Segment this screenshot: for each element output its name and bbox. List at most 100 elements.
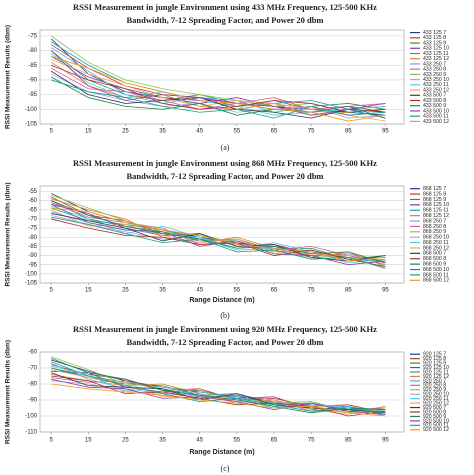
x-tick-label: 65 [271, 438, 278, 444]
caption: (b) [220, 311, 230, 320]
y-tick-label: -90 [28, 78, 37, 84]
series-line [50, 358, 386, 414]
y-tick-label: -70 [28, 366, 37, 372]
series-line [50, 76, 386, 119]
series-line [51, 359, 386, 410]
y-tick-label: -80 [28, 48, 37, 54]
chart-title: RSSI Measurement in jungle Environment u… [73, 158, 377, 168]
legend-label: 920 500 10 [423, 418, 449, 424]
legend-label: 433 500 7 [423, 93, 446, 99]
y-tick-label: -55 [28, 189, 37, 195]
legend-label: 433 500 8 [423, 98, 446, 104]
legend-label: 920 250 7 [423, 378, 446, 384]
x-tick-label: 45 [196, 129, 203, 135]
legend-label: 920 500 7 [423, 405, 446, 411]
series-line [51, 378, 386, 415]
x-axis-label: Range Distance (m) [189, 449, 254, 456]
legend-label: 920 250 9 [423, 387, 446, 393]
x-tick-label: 45 [196, 288, 203, 294]
y-tick-label: -70 [28, 217, 37, 223]
x-tick-label: 75 [308, 129, 315, 135]
legend-label: 920 500 8 [423, 409, 446, 415]
y-tick-label: -95 [28, 262, 37, 268]
chart-title: Bandwidth, 7-12 Spreading Factor, and Po… [126, 15, 323, 25]
legend-label: 920 125 7 [423, 352, 446, 358]
x-tick-label: 15 [85, 288, 92, 294]
x-tick-label: 35 [159, 438, 166, 444]
legend-label: 868 125 8 [423, 191, 446, 197]
y-tick-label: -80 [28, 235, 37, 241]
y-tick-label: -60 [28, 350, 37, 356]
series-line [50, 200, 386, 260]
legend-label: 433 500 10 [423, 108, 449, 114]
y-tick-label: -80 [28, 382, 37, 388]
legend-label: 868 125 11 [423, 208, 449, 214]
legend-label: 920 125 8 [423, 356, 446, 362]
legend-label: 920 125 11 [423, 369, 449, 375]
x-tick-label: 55 [234, 129, 241, 135]
y-tick-label: -60 [28, 198, 37, 204]
plot-frame [39, 29, 405, 125]
x-tick-label: 45 [196, 438, 203, 444]
legend-label: 868 500 9 [423, 262, 446, 268]
series-line [50, 64, 386, 113]
legend-label: 433 250 11 [423, 82, 449, 88]
legend-label: 433 250 9 [423, 72, 446, 78]
legend-label: 433 500 12 [423, 119, 449, 125]
x-tick-label: 25 [122, 438, 129, 444]
y-tick-label: -75 [28, 226, 37, 232]
legend-label: 433 250 8 [423, 67, 446, 73]
legend-label: 868 500 8 [423, 256, 446, 262]
legend-label: 868 500 7 [423, 251, 446, 257]
legend-label: 433 125 8 [423, 35, 446, 41]
legend-label: 868 125 10 [423, 202, 449, 208]
legend-label: 433 250 10 [423, 77, 449, 83]
caption: (c) [221, 464, 230, 473]
y-tick-label: -90 [28, 253, 37, 259]
series-line [51, 56, 386, 122]
y-tick-label: -85 [28, 63, 37, 69]
legend-label: 433 125 11 [423, 51, 449, 57]
x-tick-label: 95 [382, 129, 389, 135]
legend-label: 920 500 9 [423, 414, 446, 420]
legend-label: 920 125 10 [423, 365, 449, 371]
series-line [51, 366, 386, 412]
x-tick-label: 95 [382, 438, 389, 444]
plot-frame [39, 185, 405, 284]
x-tick-label: 15 [85, 438, 92, 444]
legend-label: 433 125 9 [423, 40, 446, 46]
x-tick-label: 85 [345, 129, 352, 135]
legend-label: 920 125 12 [423, 374, 449, 380]
y-tick-label: -90 [28, 398, 37, 404]
legend-label: 920 250 10 [423, 392, 449, 398]
series-line [51, 216, 386, 269]
series-line [51, 207, 386, 262]
series-line [51, 372, 386, 414]
legend-label: 868 500 10 [423, 267, 449, 273]
x-tick-label: 35 [159, 129, 166, 135]
legend-label: 920 250 8 [423, 383, 446, 389]
legend-label: 868 250 8 [423, 224, 446, 230]
x-tick-label: 85 [345, 288, 352, 294]
y-axis-label: RSSI Measurement Results (dbm) [5, 340, 12, 444]
series-line [51, 356, 386, 414]
series-line [51, 369, 386, 415]
legend-label: 868 500 12 [423, 278, 449, 284]
legend-label: 433 125 12 [423, 56, 449, 62]
x-tick-label: 55 [234, 438, 241, 444]
x-tick-label: 75 [308, 438, 315, 444]
x-tick-label: 85 [345, 438, 352, 444]
series-line [51, 370, 386, 415]
series-line [50, 50, 386, 116]
legend-label: 920 500 12 [423, 427, 449, 433]
legend-label: 920 500 11 [423, 423, 449, 429]
x-tick-label: 35 [159, 288, 166, 294]
x-tick-label: 5 [49, 438, 53, 444]
legend-label: 868 250 10 [423, 235, 449, 241]
chart-title: Bandwidth, 7-12 Spreading Factor, and Po… [126, 171, 323, 181]
legend-label: 868 250 9 [423, 229, 446, 235]
series-line [51, 79, 386, 119]
legend-label: 868 250 7 [423, 218, 446, 224]
x-tick-label: 55 [234, 288, 241, 294]
series-line [51, 207, 386, 262]
